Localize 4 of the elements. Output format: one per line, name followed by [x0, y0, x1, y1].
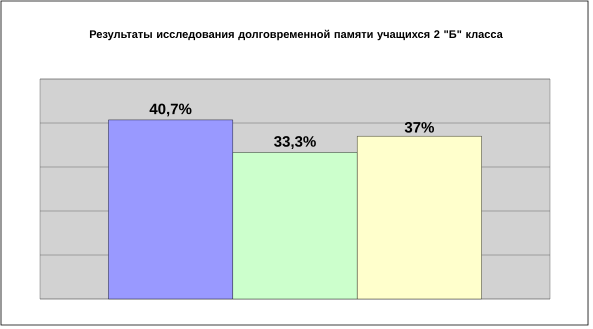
data-label: 33,3%	[274, 136, 316, 149]
data-label: 37%	[404, 122, 434, 133]
data-label: 40,7%	[150, 104, 192, 116]
chart-title: Результаты исследования долговременной памяти учащихся 2 "Б" класса	[90, 30, 503, 40]
